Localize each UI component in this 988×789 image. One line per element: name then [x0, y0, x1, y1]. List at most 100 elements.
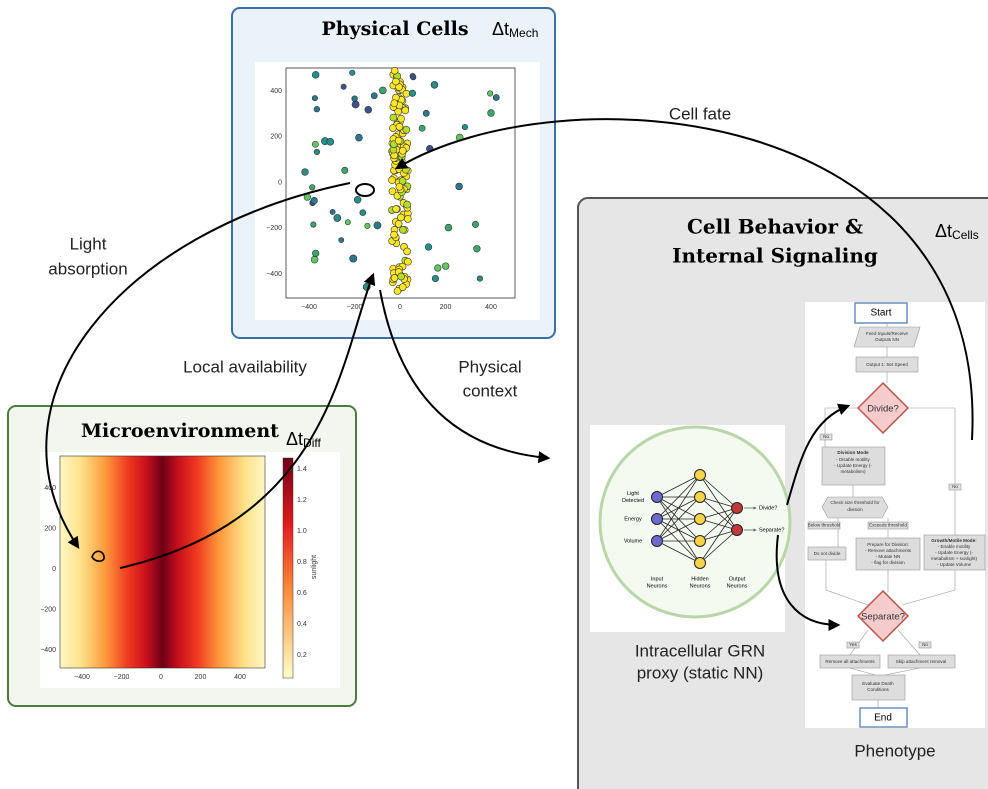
hidden-neuron [695, 536, 706, 547]
y-tick-label: −200 [40, 606, 56, 613]
cell [309, 185, 315, 191]
x-tick-label: 200 [195, 674, 207, 681]
cell [396, 123, 403, 130]
cell [474, 245, 481, 252]
caption: Phenotype [854, 741, 935, 760]
colorbar [283, 458, 293, 678]
cell [314, 106, 320, 112]
cell [355, 134, 362, 141]
cell [399, 226, 406, 233]
colorbar-tick-label: 0.2 [297, 652, 307, 659]
arrow-label: Cell fate [669, 104, 731, 123]
cell [397, 214, 404, 221]
y-tick-label: 200 [44, 525, 56, 532]
flow-text: metabolism) [840, 469, 865, 474]
cell [312, 250, 319, 257]
x-tick-label: 0 [159, 674, 163, 681]
cell [399, 284, 406, 291]
caption: Intracellular GRN [635, 641, 765, 660]
cell [402, 107, 409, 114]
x-tick-label: 0 [398, 304, 402, 311]
cell [311, 222, 316, 227]
cell [404, 215, 411, 222]
flow-text: - Update Volume [937, 562, 972, 567]
heatmap [60, 456, 265, 668]
cell [423, 110, 429, 116]
flow-text: Start [870, 308, 891, 319]
cell [392, 78, 399, 85]
x-tick-label: 400 [485, 304, 497, 311]
flow-text: Conditions [867, 687, 889, 692]
flow-text: Divide? [867, 404, 899, 415]
flow-text: - Enable motility [938, 544, 971, 549]
cell [352, 101, 359, 108]
arrow-label: Light [70, 234, 107, 253]
x-tick-label: 200 [440, 304, 452, 311]
colorbar-tick-label: 1.2 [297, 497, 307, 504]
output-neuron [732, 525, 743, 536]
cell [404, 258, 411, 265]
cell [403, 126, 410, 133]
y-tick-label: −400 [266, 271, 282, 278]
cell [404, 201, 411, 208]
cell [398, 115, 405, 122]
layer-label: Neurons [727, 583, 748, 589]
cell [374, 222, 381, 229]
y-tick-label: 400 [270, 88, 282, 95]
arrow-label: context [463, 381, 518, 400]
flow-text: Yes [849, 642, 857, 647]
cell [391, 100, 398, 107]
dt-part: Mech [509, 26, 538, 40]
flow-text: Output 1: Set Speed [866, 362, 908, 367]
x-tick-label: −200 [347, 304, 363, 311]
colorbar-tick-label: 0.6 [297, 590, 307, 597]
flow-text: - Disable motility [836, 457, 870, 462]
cell [403, 90, 410, 97]
cell [445, 224, 452, 231]
flow-text: Prepare for Division: [867, 542, 909, 547]
cell [432, 275, 439, 282]
cell [312, 71, 319, 78]
cell [350, 70, 356, 76]
flow-text: End [874, 713, 892, 724]
flow-text: Separate? [861, 612, 905, 623]
cell [425, 244, 432, 251]
cell [409, 90, 416, 97]
colorbar-tick-label: 0.8 [297, 559, 307, 566]
cell [339, 237, 344, 242]
flow-text: Growth/Motile Mode: [931, 538, 977, 543]
cell [389, 125, 396, 132]
cell [393, 206, 400, 213]
cell [402, 166, 409, 173]
cell [419, 125, 425, 131]
panel-title: Physical Cells [321, 18, 468, 40]
cell [312, 141, 318, 147]
cell [345, 220, 350, 225]
hidden-neuron [695, 470, 706, 481]
diagram: Physical Cells ΔtMech Microenvironment Δ… [0, 0, 988, 789]
colorbar-label: sunlight [311, 555, 318, 579]
cell [379, 87, 386, 94]
colorbar-tick-label: 0.4 [297, 621, 307, 628]
input-neuron [652, 536, 663, 547]
cell [314, 149, 320, 155]
cell [365, 106, 372, 113]
flow-text: Division Mode [837, 450, 869, 455]
cell [435, 265, 442, 272]
cell [350, 255, 357, 262]
flow-text: No [823, 434, 829, 439]
output-neuron [732, 503, 743, 514]
y-tick-label: 400 [44, 485, 56, 492]
x-tick-label: −400 [74, 674, 90, 681]
caption: proxy (static NN) [637, 663, 764, 682]
layer-label: Neurons [690, 583, 711, 589]
dt-part: Δt [935, 221, 952, 241]
layer-label: Input [651, 576, 664, 582]
cell [396, 183, 403, 190]
flow-text: - Update Energy (- [834, 463, 872, 468]
arrow-label: Local availability [183, 357, 307, 376]
panel-title: Internal Signaling [672, 244, 878, 268]
flow-text: - Remove attachments [865, 548, 912, 553]
y-tick-label: −200 [266, 225, 282, 232]
cell [354, 196, 361, 203]
